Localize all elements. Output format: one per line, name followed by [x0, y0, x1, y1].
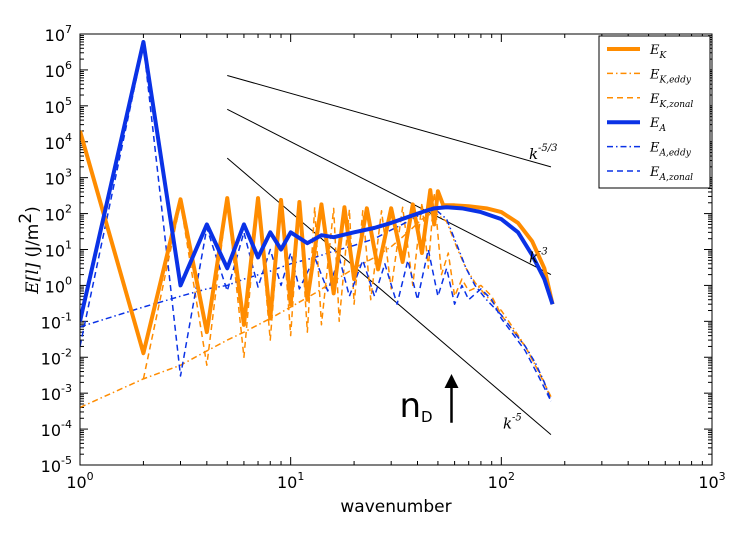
y-tick-label: 106 — [45, 59, 72, 81]
y-tick-label: 100 — [45, 274, 72, 296]
series-e-a — [80, 39, 555, 322]
y-tick-label: 10-2 — [41, 346, 72, 368]
legend-label: EA,zonal — [649, 165, 693, 183]
x-tick-label: 102 — [488, 470, 515, 492]
reference-slope-labels: k-5/3 k-3 k-5 — [503, 143, 558, 433]
legend-label: EK,eddy — [649, 67, 692, 85]
x-tick-label: 103 — [698, 470, 725, 492]
legend-label: EK — [649, 43, 668, 61]
series-e-k-eddy — [80, 211, 552, 409]
legend-box — [598, 35, 711, 189]
annotation-label: nD — [399, 386, 432, 426]
y-tick-label: 10-1 — [41, 310, 72, 332]
y-tick-label: 103 — [45, 167, 72, 189]
plot-frame — [79, 33, 713, 466]
y-axis-label: E[l] (J/m2) — [16, 206, 43, 295]
series-e-a-zonal — [80, 44, 552, 402]
nd-annotation: nD — [399, 374, 459, 426]
legend: EK EK,eddy EK,zonal EA EA,eddy EA,zonal — [598, 35, 711, 189]
y-tick-label: 104 — [45, 131, 72, 153]
legend-label: EA,eddy — [649, 141, 692, 159]
series-e-a-eddy — [80, 207, 552, 402]
y-tick-label: 10-5 — [41, 454, 72, 476]
annotation-arrow-head — [444, 374, 459, 389]
x-tick-labels: 100 101 102 103 — [66, 470, 725, 492]
spectra-series — [80, 39, 555, 409]
reference-line — [227, 74, 552, 168]
x-axis-label: wavenumber — [340, 497, 451, 517]
reference-line-label: k-5 — [503, 413, 522, 433]
y-tick-label: 105 — [45, 95, 72, 117]
y-tick-labels: 10-5 10-4 10-3 10-2 10-1 100 101 102 103 104 105 10… — [41, 23, 72, 476]
reference-line — [227, 108, 552, 276]
y-tick-label: 10-4 — [41, 418, 72, 440]
y-tick-label: 10-3 — [41, 382, 72, 404]
y-tick-label: 101 — [45, 239, 72, 261]
y-tick-label: 102 — [45, 203, 72, 225]
reference-line-label: k-3 — [529, 247, 548, 267]
x-tick-label: 100 — [66, 470, 93, 492]
reference-line-label: k-5/3 — [529, 143, 558, 163]
y-tick-label: 107 — [45, 23, 72, 45]
series-e-k — [80, 130, 555, 356]
legend-label: EA — [649, 116, 667, 134]
legend-label: EK,zonal — [649, 92, 693, 110]
x-tick-label: 101 — [277, 470, 304, 492]
